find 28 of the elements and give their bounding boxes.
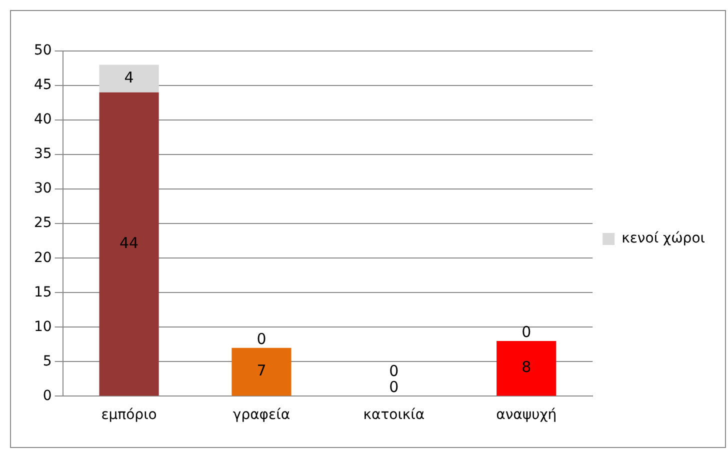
y-tick-label: 35 <box>34 146 52 162</box>
y-tick-label: 5 <box>42 353 52 370</box>
bar <box>496 340 556 396</box>
y-tick-label: 10 <box>34 318 52 335</box>
y-tick-label: 20 <box>34 250 52 266</box>
x-tick-label: γραφεία <box>232 407 290 424</box>
data-label: 7 <box>256 362 266 380</box>
bar <box>232 348 292 396</box>
y-tick-label: 45 <box>34 77 52 94</box>
x-tick-label: εμπόριο <box>101 407 157 424</box>
data-label: 0 <box>389 378 399 396</box>
bar <box>99 92 159 396</box>
y-tick-label: 30 <box>34 180 52 197</box>
data-label: 0 <box>256 330 266 348</box>
x-tick-label: κατοικία <box>363 407 425 424</box>
data-label: 4 <box>124 68 134 87</box>
legend-label: κενοί χώροι <box>622 230 706 247</box>
data-label: 0 <box>522 322 532 341</box>
data-label: 44 <box>119 234 139 252</box>
data-label: 8 <box>522 358 532 376</box>
y-tick-label: 15 <box>34 284 52 300</box>
y-tick-label: 0 <box>42 388 52 404</box>
y-tick-label: 50 <box>34 42 52 59</box>
bar <box>99 64 159 92</box>
x-tick-label: αναψυχή <box>496 407 557 424</box>
y-tick-label: 40 <box>34 112 52 128</box>
y-tick-label: 25 <box>34 215 52 232</box>
data-label: 0 <box>389 362 399 380</box>
